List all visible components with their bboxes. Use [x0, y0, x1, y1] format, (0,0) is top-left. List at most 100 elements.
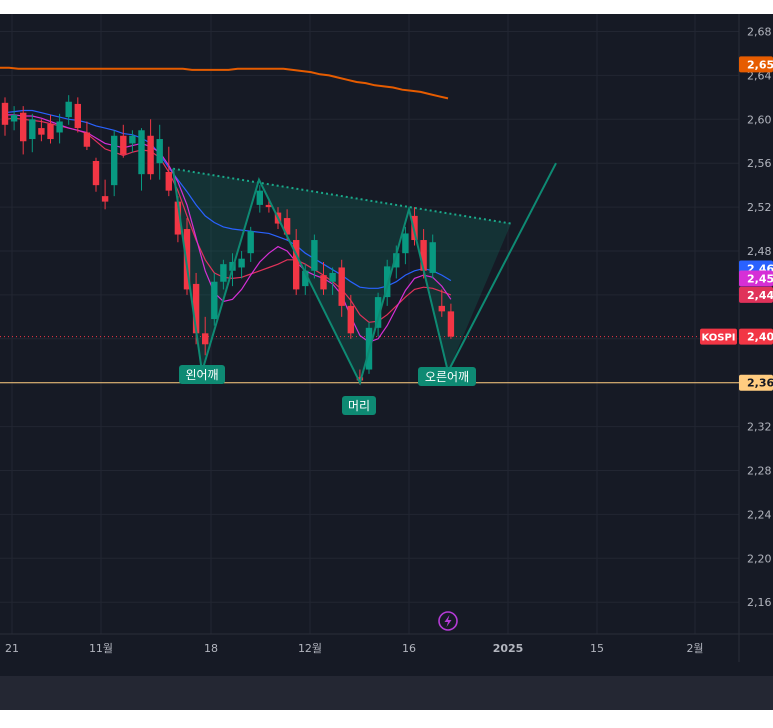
pattern-label: 왼어깨 [179, 365, 225, 384]
pattern-label-text: 왼어깨 [185, 368, 218, 382]
chart-area[interactable]: 2,68 2,64 2,60 2,56 2,52 2,48 2,44 2,40 2,36 2,32… [0, 14, 773, 710]
candle-body [438, 305, 445, 312]
x-tick-label: 11월 [89, 642, 113, 655]
candle-body [83, 132, 91, 147]
candle-body [311, 240, 318, 271]
candle-body [129, 135, 136, 144]
candle-body [347, 305, 354, 334]
candle-body [101, 196, 109, 202]
candle-body [283, 218, 291, 235]
y-tick-label: 2,16 [747, 596, 772, 609]
time-scale-strip [0, 676, 773, 710]
pattern-label-bg [342, 396, 376, 415]
candle-body [211, 281, 218, 320]
ma-long-line [0, 66, 449, 100]
candle-body [447, 311, 455, 337]
candle-body [147, 135, 154, 175]
candle-body [220, 264, 227, 282]
y-tick-label: 2,32 [747, 421, 772, 434]
x-tick-label: 16 [402, 642, 416, 655]
ma-pink-line [5, 114, 452, 343]
candle-body [74, 103, 81, 129]
y-tick-label: 2,24 [747, 508, 772, 521]
candle-body [38, 128, 45, 135]
pattern-label-text: 오른어깨 [425, 370, 469, 384]
candle-body [111, 135, 118, 186]
x-tick-label: 18 [204, 642, 218, 655]
price-tag: 2,65 [739, 56, 773, 73]
price-tag: 2,40 [739, 328, 773, 345]
y-tick-label: 2,64 [747, 69, 772, 82]
pattern-label-bg [418, 367, 476, 386]
candle-body [47, 123, 54, 140]
candle-body [174, 201, 182, 235]
candle-body [265, 204, 273, 208]
candle-body [293, 240, 300, 290]
price-tag-text: 2,44 [747, 289, 773, 302]
y-tick-label: 2,20 [747, 552, 772, 565]
candle-body [384, 266, 391, 298]
price-tag-text: 2,45 [747, 272, 773, 285]
candle-body [256, 190, 263, 205]
lightning-icon-ring [438, 611, 458, 631]
y-tick-label: 2,48 [747, 245, 772, 258]
price-tag: 2,44 [739, 286, 773, 303]
neckline [172, 167, 512, 225]
candle-body [10, 114, 18, 122]
candle-body [202, 333, 209, 345]
candle-body [420, 240, 427, 271]
y-tick-label: 2,68 [747, 26, 772, 39]
candle-body [402, 233, 409, 254]
candle-body [165, 171, 172, 191]
price-tag-text: 2,65 [747, 58, 773, 71]
candle-body [393, 253, 400, 268]
candle-body [156, 139, 163, 164]
candle-body [29, 119, 36, 140]
candle-body [429, 242, 436, 273]
y-tick-label: 2,28 [747, 465, 772, 478]
price-tag-text: 2,40 [747, 331, 773, 344]
candle-body [302, 270, 309, 287]
candle-body [374, 297, 382, 328]
pattern-label: 머리 [342, 396, 376, 415]
price-tag-bg [739, 270, 773, 287]
candle-body [356, 377, 364, 381]
candle-body [238, 258, 245, 268]
candle-body [138, 130, 145, 175]
candle-body [1, 102, 9, 125]
candle-body [65, 101, 72, 118]
symbol-tag-text: KOSPI [701, 333, 735, 344]
price-tag-text: 2,36 [747, 377, 773, 390]
candle-body [56, 121, 63, 133]
price-tag-bg [739, 56, 773, 73]
chart-canvas[interactable]: 2,68 2,64 2,60 2,56 2,52 2,48 2,44 2,40 2,36 2,32… [0, 14, 773, 696]
pattern-label-text: 머리 [348, 399, 370, 413]
candle-body [120, 135, 127, 155]
y-tick-label: 2,56 [747, 157, 772, 170]
lightning-icon-bolt [444, 615, 452, 627]
candle-body [192, 283, 200, 334]
price-tag: 2,36 [739, 374, 773, 391]
candle-body [338, 267, 345, 306]
y-tick-label: 2,60 [747, 113, 772, 126]
x-tick-label: 15 [590, 642, 604, 655]
pattern-label: 오른어깨 [418, 367, 476, 386]
y-tick-label: 2,52 [747, 201, 772, 214]
price-tag-bg [739, 374, 773, 391]
symbol-tag-bg [700, 328, 737, 345]
price-tag-bg [739, 286, 773, 303]
grid-lines [0, 14, 739, 634]
x-tick-label: 2월 [686, 642, 703, 655]
lightning-icon[interactable] [438, 611, 458, 631]
x-tick-label: 21 [5, 642, 19, 655]
x-tick-label: 12월 [298, 642, 322, 655]
candle-body [20, 112, 27, 142]
candle-body [183, 229, 191, 290]
price-tag-bg [739, 328, 773, 345]
candle-body [247, 231, 254, 254]
candle-body [329, 272, 336, 282]
pattern-label-bg [179, 365, 225, 384]
candle-body [92, 161, 100, 186]
x-tick-label: 2025 [493, 642, 524, 655]
price-tag: 2,45 [739, 270, 773, 287]
